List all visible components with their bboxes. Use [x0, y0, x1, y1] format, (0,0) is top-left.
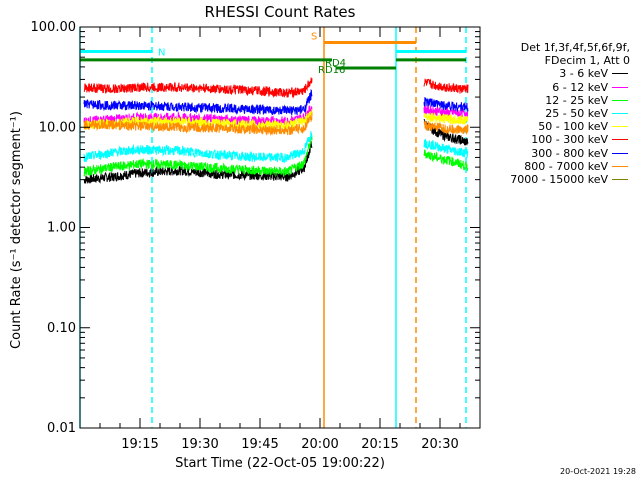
legend-entry: 6 - 12 keV: [470, 81, 630, 94]
x-tick-label: 20:15: [361, 437, 398, 452]
legend-label: 100 - 300 keV: [531, 133, 608, 147]
series-line: [83, 77, 313, 99]
legend-header-line-2: FDecim 1, Att 0: [544, 54, 630, 68]
legend-swatch: [612, 113, 628, 115]
plot-frame: [79, 26, 481, 429]
legend-label: 7000 - 15000 keV: [510, 172, 608, 186]
legend-label: 300 - 800 keV: [531, 146, 608, 160]
series-line: [83, 134, 313, 177]
x-tick-label: 19:30: [181, 437, 218, 452]
state-bar-label: S: [311, 32, 317, 43]
legend-swatch: [612, 73, 628, 75]
y-tick-label: 0.01: [47, 421, 76, 436]
series-line: [423, 138, 469, 158]
y-tick-label: 1.00: [47, 221, 76, 236]
series-line: [423, 149, 469, 172]
series-line: [423, 119, 469, 135]
series-line: [423, 105, 469, 119]
x-tick-label: 20:00: [301, 437, 338, 452]
footer-timestamp: 20-Oct-2021 19:28: [560, 467, 636, 476]
legend-entry: 7000 - 15000 keV: [470, 173, 630, 186]
x-tick-label: 20:30: [421, 437, 458, 452]
legend-swatch: [612, 165, 628, 167]
series-line: [423, 97, 469, 113]
legend-label: 25 - 50 keV: [545, 106, 608, 120]
x-axis-label: Start Time (22-Oct-05 19:00:22): [175, 456, 385, 471]
series-line: [83, 131, 313, 164]
state-bar-label: N: [158, 47, 165, 58]
series-line: [83, 89, 313, 116]
legend-label: 800 - 7000 keV: [524, 159, 608, 173]
legend-swatch: [612, 152, 628, 154]
legend-entry: 100 - 300 keV: [470, 133, 630, 146]
legend-label: 6 - 12 keV: [552, 80, 608, 94]
x-tick-label: 19:45: [241, 437, 278, 452]
legend-entry: 12 - 25 keV: [470, 94, 630, 107]
y-tick-label: 100.00: [31, 20, 77, 35]
y-tick-label: 0.10: [47, 321, 76, 336]
y-tick-label: 10.00: [39, 120, 76, 135]
state-bar-label: RD16: [318, 65, 345, 76]
legend-entry: 25 - 50 keV: [470, 107, 630, 120]
legend-entry: 50 - 100 keV: [470, 120, 630, 133]
legend-label: 12 - 25 keV: [545, 93, 608, 107]
state-bar-label: RD4: [325, 58, 346, 69]
legend-swatch: [612, 126, 628, 128]
legend-swatch: [612, 139, 628, 141]
legend-swatch: [612, 99, 628, 101]
chart-title: RHESSI Count Rates: [205, 3, 356, 21]
x-tick-label: 19:15: [121, 437, 158, 452]
axes-layer: 19:15 19:30 19:45 20:00 20:15 20:30 0.01 0.10 1.…: [31, 20, 480, 452]
legend-header-line-1: Det 1f,3f,4f,5f,6f,9f,: [520, 41, 630, 54]
y-axis-label: Count Rate (s⁻¹ detector segment⁻¹): [9, 111, 24, 349]
legend-swatch: [612, 178, 628, 180]
series-line: [83, 112, 313, 136]
legend-label: 3 - 6 keV: [559, 67, 608, 81]
legend-label: 50 - 100 keV: [538, 120, 608, 134]
legend-entry: 800 - 7000 keV: [470, 160, 630, 173]
legend: Det 1f,3f,4f,5f,6f,9f, FDecim 1, Att 0 3…: [470, 41, 630, 186]
series-line: [423, 78, 469, 94]
legend-entry: 300 - 800 keV: [470, 147, 630, 160]
legend-swatch: [612, 86, 628, 88]
legend-entry: 3 - 6 keV: [470, 67, 630, 80]
series-line: [423, 112, 469, 125]
